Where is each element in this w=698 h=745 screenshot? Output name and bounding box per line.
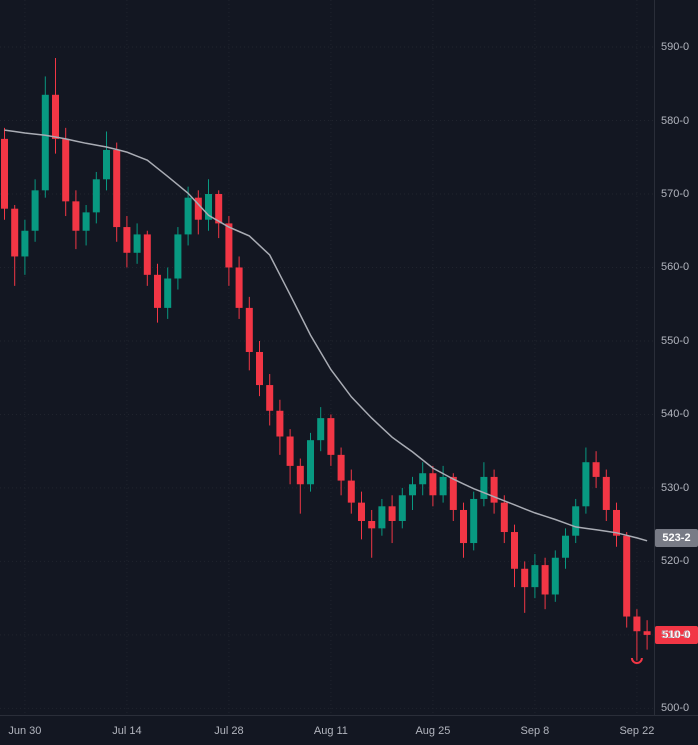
candle xyxy=(133,223,141,264)
candle xyxy=(41,76,49,198)
price-tick-label: 590-0 xyxy=(661,41,690,54)
candle xyxy=(460,502,467,558)
candle xyxy=(286,429,294,485)
candle xyxy=(235,256,243,319)
candle xyxy=(490,469,498,514)
candle xyxy=(113,142,121,242)
candle xyxy=(327,414,335,466)
ma-value-badge: 523-2 xyxy=(655,528,698,547)
candle xyxy=(174,227,182,290)
candle xyxy=(317,407,325,452)
candle xyxy=(21,219,29,275)
low-marker xyxy=(630,657,643,664)
time-tick-label: Jul 28 xyxy=(214,725,244,737)
candle xyxy=(398,487,406,529)
candle xyxy=(368,509,376,558)
time-axis[interactable]: Jun 30 Jul 14 Jul 28 Aug 11 Aug 25 Sep 8 Sep 2… xyxy=(0,715,698,745)
candle xyxy=(623,532,631,628)
candle xyxy=(154,263,161,323)
candle xyxy=(582,447,590,514)
candlestick-chart xyxy=(0,0,654,715)
candle xyxy=(164,267,172,319)
price-tick-label: 500-0 xyxy=(661,702,690,715)
candle xyxy=(123,216,131,268)
candle xyxy=(602,469,610,522)
candle xyxy=(215,190,223,239)
candle xyxy=(82,205,90,246)
candle xyxy=(439,465,447,503)
ma-line xyxy=(4,129,648,542)
candle xyxy=(470,491,478,551)
candle xyxy=(245,296,253,371)
price-axis[interactable]: 523-2 510-0 590-0 580-0 570-0 560-0 550-0 540… xyxy=(654,0,698,715)
candle xyxy=(572,498,580,544)
candle xyxy=(62,127,70,217)
grid xyxy=(0,0,654,715)
candle xyxy=(521,561,529,613)
time-tick-label: Jul 14 xyxy=(112,725,142,737)
price-tick-label: 510-0 xyxy=(661,628,690,641)
time-tick-label: Sep 22 xyxy=(619,725,655,737)
candle xyxy=(103,131,110,191)
candle xyxy=(194,190,202,235)
candle xyxy=(592,451,600,488)
candle xyxy=(511,524,518,588)
candle xyxy=(541,557,549,610)
candle xyxy=(337,447,345,496)
price-tick-label: 560-0 xyxy=(661,261,690,274)
candlestick-series xyxy=(1,58,651,661)
price-tick-label: 570-0 xyxy=(661,187,690,200)
candle xyxy=(449,473,457,522)
candle xyxy=(307,432,314,492)
time-tick-label: Aug 11 xyxy=(313,725,348,737)
time-tick-label: Aug 25 xyxy=(415,725,451,737)
candle xyxy=(11,205,19,286)
candle xyxy=(347,469,355,514)
price-tick-label: 550-0 xyxy=(661,334,690,347)
candle xyxy=(1,127,8,220)
candle xyxy=(419,462,427,496)
candle xyxy=(613,502,620,547)
candle xyxy=(633,609,641,661)
candle xyxy=(266,374,274,426)
candle xyxy=(562,528,569,569)
candle xyxy=(388,495,396,544)
price-tick-label: 520-0 xyxy=(661,555,690,568)
candle xyxy=(378,498,386,536)
candle xyxy=(551,550,559,602)
candle xyxy=(143,230,151,286)
last-price-badge: 510-0 xyxy=(655,625,698,644)
candle xyxy=(409,476,416,510)
candle xyxy=(643,620,651,650)
candle xyxy=(72,190,80,250)
candle xyxy=(184,186,192,246)
candle xyxy=(358,491,365,540)
candle xyxy=(52,58,59,154)
candle xyxy=(31,179,39,242)
candle xyxy=(296,458,304,514)
candle xyxy=(92,171,100,224)
time-tick-label: Sep 8 xyxy=(520,725,550,737)
candle xyxy=(276,399,284,455)
price-tick-label: 580-0 xyxy=(661,114,690,127)
candle xyxy=(531,554,539,599)
candle xyxy=(429,465,437,507)
candle xyxy=(256,340,263,397)
candle xyxy=(500,495,508,544)
candle xyxy=(205,179,212,231)
price-tick-label: 540-0 xyxy=(661,408,690,421)
candle xyxy=(480,462,488,507)
plot-area[interactable] xyxy=(0,0,654,715)
time-tick-label: Jun 30 xyxy=(8,725,42,737)
price-tick-label: 530-0 xyxy=(661,481,690,494)
